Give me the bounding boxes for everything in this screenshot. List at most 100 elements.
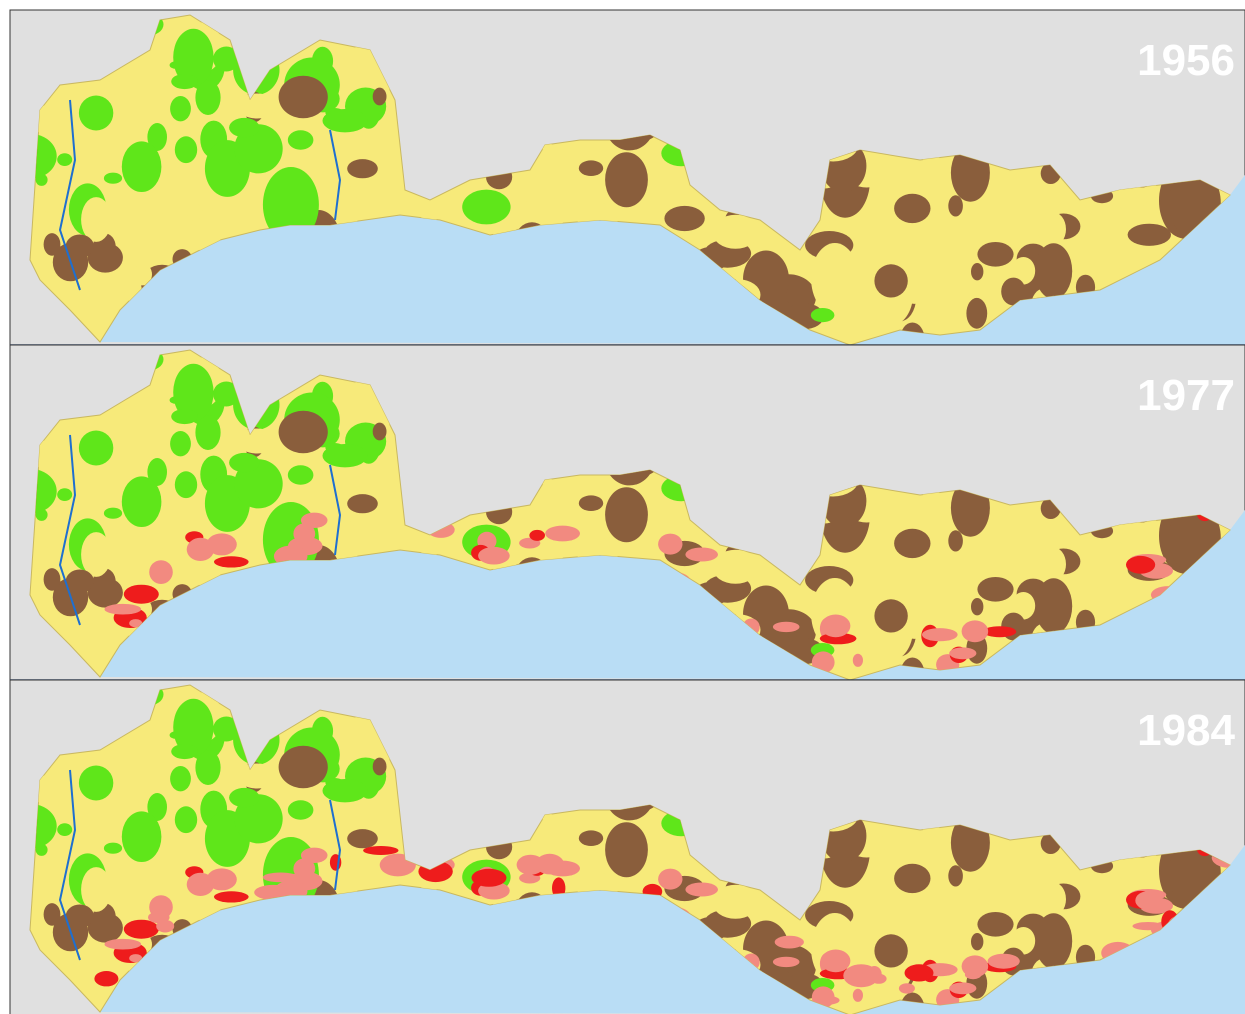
land-patch <box>712 549 759 584</box>
land-patch <box>712 884 759 919</box>
land-patch <box>65 234 94 259</box>
urban-patch <box>1132 922 1164 931</box>
land-patch <box>948 195 963 217</box>
land-patch <box>894 528 931 559</box>
land-patch <box>43 568 61 591</box>
land-patch <box>516 203 538 219</box>
urban-patch <box>214 556 249 568</box>
land-patch <box>605 152 648 208</box>
land-patch <box>1037 881 1067 917</box>
urban-patch <box>821 614 851 638</box>
urban-patch <box>816 995 840 1005</box>
land-patch <box>65 904 94 929</box>
urban-patch <box>774 935 804 949</box>
urban-patch <box>123 584 159 604</box>
land-patch <box>874 599 908 633</box>
land-patch <box>1011 592 1036 620</box>
urban-patch <box>129 619 143 628</box>
urban-patch <box>904 964 934 982</box>
land-patch <box>1096 913 1128 941</box>
urban-patch <box>254 884 292 900</box>
land-patch <box>143 207 164 224</box>
land-patch <box>664 205 705 232</box>
land-patch <box>921 487 942 518</box>
land-patch <box>195 750 221 785</box>
urban-patch <box>104 603 142 615</box>
river <box>329 799 342 891</box>
urban-patch <box>206 868 237 891</box>
land-patch <box>894 193 931 224</box>
land-patch <box>322 444 368 468</box>
land-patch <box>174 806 198 834</box>
land-patch <box>171 743 199 760</box>
land-patch <box>971 933 984 951</box>
land-patch <box>170 96 191 122</box>
land-patch <box>121 476 162 527</box>
land-patch <box>810 308 835 323</box>
urban-patch <box>852 988 864 1002</box>
river <box>329 464 342 556</box>
land-patch <box>78 430 114 466</box>
land-patch <box>1035 578 1073 634</box>
land-patch <box>262 167 319 243</box>
land-patch <box>977 912 1014 937</box>
land-patch <box>170 431 191 457</box>
urban-patch <box>471 868 507 887</box>
urban-patch <box>658 533 683 555</box>
land-patch <box>347 829 378 849</box>
land-patch <box>1037 546 1067 582</box>
land-patch <box>43 903 61 926</box>
land-patch <box>917 262 934 277</box>
river <box>329 129 342 221</box>
urban-patch <box>949 982 977 995</box>
urban-patch <box>961 620 989 643</box>
land-patch <box>578 160 604 176</box>
river <box>58 99 81 291</box>
urban-patch <box>186 537 215 561</box>
land-patch <box>103 842 123 854</box>
land-patch <box>921 822 942 853</box>
land-patch <box>977 577 1014 602</box>
land-patch <box>605 822 648 878</box>
urban-patch <box>104 938 142 950</box>
land-patch <box>347 494 378 514</box>
land-patch <box>171 73 199 90</box>
land-patch <box>103 507 123 519</box>
land-patch <box>81 532 112 577</box>
urban-patch <box>772 956 800 968</box>
land-patch <box>948 530 963 552</box>
urban-patch <box>94 971 119 987</box>
land-patch <box>57 153 73 167</box>
land-patch <box>578 495 604 511</box>
land-patch <box>322 109 368 133</box>
land-patch <box>195 415 221 450</box>
land-patch <box>1035 243 1073 299</box>
urban-patch <box>983 626 1017 638</box>
land-patch <box>121 811 162 862</box>
land-patch <box>605 487 648 543</box>
urban-patch <box>186 872 215 896</box>
urban-patch <box>987 953 1020 969</box>
urban-patch <box>1135 891 1162 910</box>
urban-patch <box>922 628 958 642</box>
land-patch <box>87 577 123 608</box>
urban-patch <box>949 647 977 660</box>
land-patch <box>894 863 931 894</box>
urban-patch <box>772 621 800 633</box>
land-patch <box>170 766 191 792</box>
land-patch <box>712 214 759 249</box>
urban-patch <box>535 853 564 875</box>
land-patch <box>229 117 260 138</box>
land-patch <box>578 830 604 846</box>
land-patch <box>372 87 387 106</box>
urban-patch <box>964 970 982 980</box>
urban-patch <box>658 868 683 890</box>
year-label: 1977 <box>1137 371 1235 420</box>
land-patch <box>287 130 314 150</box>
land-patch <box>287 465 314 485</box>
land-patch <box>921 152 942 183</box>
river <box>58 434 81 626</box>
land-patch <box>229 452 260 473</box>
land-patch <box>78 95 114 131</box>
